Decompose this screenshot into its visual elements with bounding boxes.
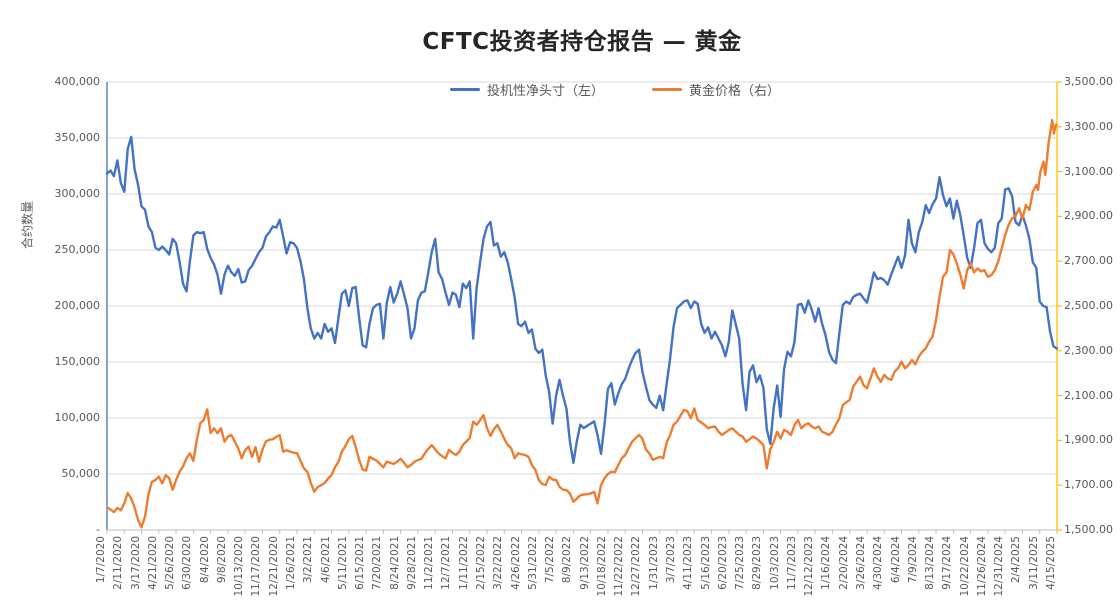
left-axis-tick-label: 400,000 [54, 75, 101, 88]
right-axis-tick-label: 2,500.00 [1064, 299, 1113, 312]
x-axis-tick-label: 8/29/2023 [751, 536, 764, 590]
x-axis-tick-label: 2/15/2022 [475, 536, 487, 590]
x-axis-tick-label: 9/28/2021 [405, 536, 418, 590]
x-axis-tick-label: 1/26/2021 [285, 536, 297, 590]
legend-line-swatch-orange [652, 87, 683, 92]
x-axis-tick-label: 5/16/2023 [699, 536, 712, 590]
x-axis-tick-label: 12/31/2024 [993, 536, 1006, 597]
x-axis-tick-label: 2/11/2020 [112, 536, 125, 590]
x-axis-tick-label: 3/2/2021 [302, 536, 315, 584]
x-axis-tick-label: 6/15/2021 [354, 536, 367, 590]
legend-line-swatch-blue [450, 87, 480, 92]
x-axis-tick-label: 3/17/2020 [129, 536, 142, 590]
x-axis-tick-label: 1/11/2022 [457, 536, 470, 590]
x-axis-tick-label: 11/26/2024 [975, 536, 988, 597]
legend-item-net-position[interactable]: 投机性净头寸（左） [450, 80, 604, 99]
x-axis-tick-label: 3/7/2023 [665, 536, 677, 584]
x-axis-tick-label: 4/15/2025 [1045, 536, 1057, 590]
right-axis-tick-label: 1,500.00 [1064, 523, 1113, 536]
right-axis-tick-label: 3,100.00 [1064, 164, 1113, 178]
right-axis-tick-label: 2,700.00 [1064, 254, 1113, 268]
x-axis-tick-label: 11/2/2021 [423, 536, 436, 590]
x-axis-tick-label: 12/12/2023 [803, 536, 816, 597]
x-axis-tick-label: 3/22/2022 [492, 536, 505, 590]
net-position-line [105, 135, 1059, 464]
x-axis-tick-label: 4/26/2022 [509, 536, 522, 590]
x-axis-tick-label: 8/13/2024 [924, 536, 937, 590]
x-axis-tick-label: 8/4/2020 [198, 536, 211, 584]
x-axis-tick-label: 7/9/2024 [906, 536, 919, 584]
gold-price-line [105, 118, 1058, 529]
right-axis-tick-label: 3,500.00 [1064, 75, 1113, 88]
left-axis-tick-label: 350,000 [54, 131, 101, 144]
chart-title: CFTC投资者持仓报告 — 黄金 [422, 29, 742, 55]
x-axis-tick-label: 1/7/2020 [95, 536, 107, 584]
x-axis-tick-label: 6/20/2023 [716, 536, 729, 590]
legend-label-gold-price: 黄金价格（右） [689, 84, 781, 99]
legend: 投机性净头寸（左） 黄金价格（右） [450, 80, 780, 99]
x-axis-tick-label: 1/16/2024 [820, 536, 833, 590]
x-axis-tick-label: 3/11/2025 [1027, 536, 1040, 590]
x-axis-tick-label: 4/21/2020 [146, 536, 159, 590]
x-axis-tick-label: 4/11/2023 [682, 536, 695, 590]
left-axis-tick-label: 100,000 [54, 411, 101, 424]
x-axis-tick-label: 10/22/2024 [958, 536, 971, 597]
right-axis-tick-label: 1,900.00 [1064, 433, 1113, 447]
x-axis-tick-label: 10/13/2020 [233, 536, 246, 597]
x-axis-tick-label: 8/24/2021 [388, 536, 401, 590]
x-axis-tick-label: 10/3/2023 [768, 536, 781, 590]
x-axis-tick-label: 7/5/2022 [544, 536, 557, 584]
left-axis-tick-label: 300,000 [54, 187, 101, 200]
x-axis-tick-label: 4/6/2021 [319, 536, 332, 584]
x-axis-tick-label: 12/27/2022 [630, 536, 643, 597]
x-axis-tick-label: 1/31/2023 [647, 536, 660, 590]
x-axis-tick-label: 8/9/2022 [561, 536, 574, 584]
x-axis-tick-label: 4/30/2024 [872, 536, 885, 590]
x-axis-tick-label: 10/18/2022 [595, 536, 608, 597]
legend-label-net-position: 投机性净头寸（左） [487, 84, 605, 99]
x-axis-tick-label: 7/25/2023 [734, 536, 747, 590]
x-axis-tick-label: 11/22/2022 [613, 536, 626, 597]
x-axis-tick-label: 9/8/2020 [215, 536, 228, 584]
x-axis-tick-label: 7/20/2021 [371, 536, 384, 590]
right-axis-tick-label: 2,100.00 [1064, 388, 1113, 402]
left-axis-tick-label: 150,000 [54, 355, 101, 368]
x-axis-tick-label: 11/17/2020 [250, 536, 263, 597]
x-axis-tick-label: 5/11/2021 [336, 536, 349, 590]
x-axis-tick-label: 5/26/2020 [164, 536, 177, 590]
left-axis-tick-label: 50,000 [61, 467, 101, 480]
x-axis-tick-label: 9/13/2022 [578, 536, 591, 590]
left-axis-tick-label: - [96, 523, 100, 536]
right-axis-tick-label: 1,700.00 [1064, 478, 1113, 492]
x-axis-tick-label: 6/30/2020 [181, 536, 194, 590]
left-axis-tick-label: 200,000 [54, 299, 101, 312]
x-axis-tick-label: 3/26/2024 [855, 536, 867, 590]
legend-item-gold-price[interactable]: 黄金价格（右） [652, 80, 780, 99]
left-axis-tick-label: 250,000 [54, 243, 101, 256]
x-axis-tick-label: 2/20/2024 [837, 536, 850, 590]
x-axis-tick-label: 9/17/2024 [941, 536, 954, 590]
x-axis-tick-label: 12/21/2020 [267, 536, 280, 597]
right-axis-tick-label: 2,900.00 [1064, 209, 1113, 223]
x-axis-tick-label: 12/7/2021 [440, 536, 453, 590]
right-axis-tick-label: 2,300.00 [1064, 343, 1113, 357]
x-axis-tick-label: 11/7/2023 [785, 536, 798, 590]
right-axis-tick-label: 3,300.00 [1064, 119, 1113, 133]
x-axis-tick-label: 5/31/2022 [526, 536, 539, 590]
x-axis-tick-label: 2/4/2025 [1010, 536, 1023, 584]
x-axis-tick-label: 6/4/2024 [889, 536, 902, 584]
